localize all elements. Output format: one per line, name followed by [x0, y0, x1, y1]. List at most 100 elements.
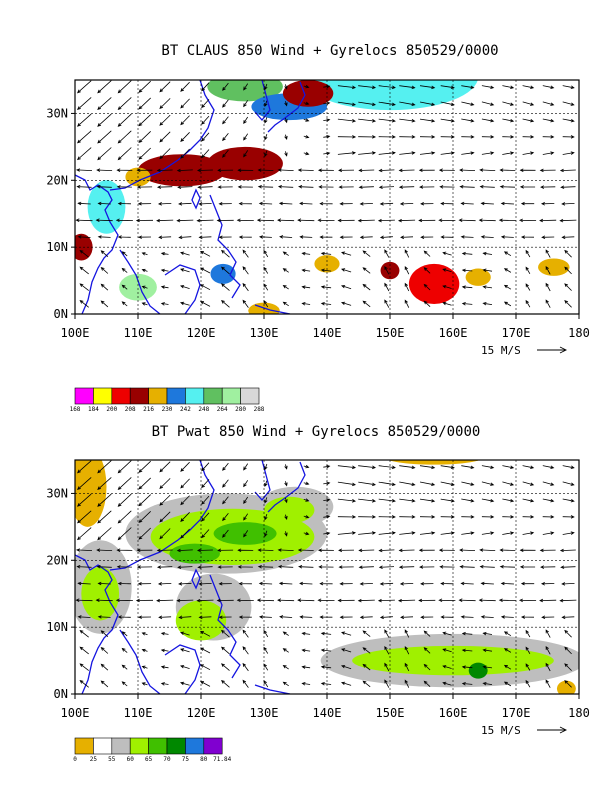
chart-2-y-ticks: 0N 10N 20N 30N	[46, 486, 75, 701]
wind-vector	[96, 168, 113, 172]
wind-vector	[499, 185, 516, 189]
wind-vector	[96, 185, 112, 189]
wind-vector	[156, 218, 174, 223]
wind-vector	[461, 481, 475, 486]
wind-vector	[420, 235, 434, 239]
wind-vector	[520, 235, 535, 239]
wind-vector	[482, 268, 493, 273]
wind-vector	[117, 527, 132, 541]
wind-vector	[564, 663, 572, 671]
wind-vector	[97, 460, 112, 474]
wind-vector	[303, 498, 310, 502]
wind-vector	[564, 679, 572, 688]
wind-vector	[201, 512, 210, 522]
wind-vector	[117, 493, 132, 507]
wind-vector	[116, 565, 132, 569]
chart-1-title: BT CLAUS 850 Wind + Gyrelocs 850529/0000	[161, 43, 498, 59]
wind-vector	[398, 185, 415, 189]
colorbar-swatch-2	[111, 737, 131, 755]
wind-vector	[115, 598, 133, 603]
x-tick-label: 160E	[439, 326, 468, 340]
wind-vector	[135, 598, 154, 603]
wind-vector	[459, 565, 475, 569]
wind-vector	[100, 630, 109, 638]
wind-vector	[340, 665, 352, 670]
wind-vector	[397, 218, 416, 223]
wind-vector	[180, 81, 190, 92]
wind-vector	[461, 251, 473, 256]
wind-vector	[461, 498, 475, 503]
wind-vector	[502, 118, 515, 123]
x-tick-label: 180	[568, 326, 590, 340]
wind-vector	[277, 565, 294, 569]
wind-vector	[320, 285, 332, 289]
wind-vector	[76, 527, 92, 541]
wind-vector	[358, 565, 374, 569]
wind-vector	[440, 515, 455, 519]
wind-vector	[303, 135, 310, 139]
wind-vector	[317, 598, 335, 603]
wind-vector	[384, 299, 390, 308]
wind-vector	[97, 477, 112, 491]
wind-vector	[220, 266, 230, 275]
wind-vector	[303, 151, 310, 156]
wind-vector	[258, 235, 272, 239]
wind-vector	[339, 235, 353, 239]
wind-vector	[242, 299, 249, 308]
x-tick-label: 160E	[439, 706, 468, 720]
colorbar-swatch-5	[166, 387, 186, 405]
wind-vector	[284, 117, 288, 124]
wind-vector	[282, 268, 289, 273]
wind-vector	[196, 168, 213, 173]
wind-vector	[97, 147, 112, 161]
wind-vector	[237, 548, 254, 552]
wind-vector	[180, 631, 190, 636]
wind-vector	[177, 565, 193, 569]
wind-vector	[399, 135, 416, 139]
wind-vector	[160, 302, 169, 306]
wind-vector	[404, 249, 410, 258]
chart-1: BT CLAUS 850 Wind + Gyrelocs 850529/0000…	[46, 43, 590, 413]
wind-vector	[481, 481, 495, 486]
wind-vector	[481, 135, 495, 139]
wind-vector	[297, 218, 315, 222]
wind-vector	[243, 83, 249, 91]
wind-vector	[378, 498, 396, 503]
wind-vector	[137, 615, 152, 619]
wind-vector	[399, 498, 416, 503]
wind-vector	[180, 98, 190, 109]
x-tick-label: 180	[568, 706, 590, 720]
wind-vector	[79, 663, 89, 671]
wind-vector	[156, 598, 174, 603]
wind-vector	[525, 679, 531, 688]
wind-vector	[384, 646, 390, 655]
wind-vector	[541, 615, 555, 619]
wind-vector	[160, 665, 169, 669]
wind-vector	[564, 283, 572, 291]
wind-vector	[379, 582, 394, 586]
wind-vector	[377, 218, 395, 223]
wind-vector	[77, 201, 91, 206]
wind-vector	[559, 168, 576, 173]
wind-vector	[156, 548, 173, 553]
wind-vector	[141, 648, 148, 653]
wind-vector	[500, 581, 515, 586]
wind-vector	[121, 664, 128, 670]
wind-vector	[201, 132, 210, 142]
wind-vector	[301, 302, 311, 306]
wind-vector	[440, 481, 455, 486]
wind-vector	[238, 581, 252, 586]
wind-vector	[459, 185, 475, 189]
wind-vector	[222, 82, 229, 91]
y-tick-label: 10N	[46, 240, 68, 254]
wind-vector	[79, 266, 89, 275]
wind-vector	[117, 147, 132, 161]
wind-vector	[176, 168, 193, 173]
wind-vector	[358, 531, 377, 535]
wind-vector	[297, 598, 315, 602]
wind-vector	[141, 632, 148, 636]
wind-vector	[520, 615, 535, 619]
wind-vector	[440, 201, 454, 206]
wind-vector	[258, 581, 273, 586]
wind-vector	[116, 185, 132, 189]
